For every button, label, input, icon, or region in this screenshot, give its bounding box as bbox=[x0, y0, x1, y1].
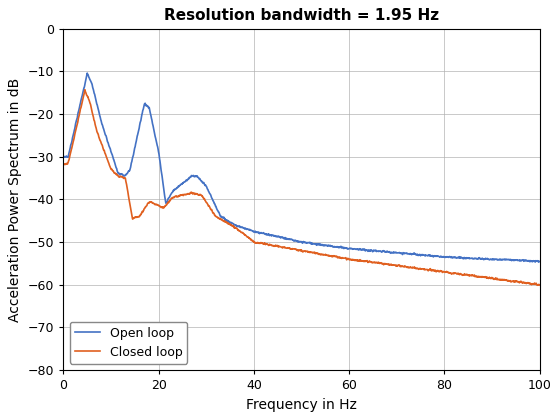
X-axis label: Frequency in Hz: Frequency in Hz bbox=[246, 398, 357, 412]
Closed loop bbox=[536, 283, 543, 288]
Open loop bbox=[532, 260, 539, 265]
Line: Closed loop: Closed loop bbox=[63, 90, 540, 285]
Open loop bbox=[84, 71, 91, 76]
Line: Open loop: Open loop bbox=[63, 73, 540, 262]
Open loop bbox=[536, 259, 543, 264]
Open loop bbox=[85, 72, 91, 77]
Title: Resolution bandwidth = 1.95 Hz: Resolution bandwidth = 1.95 Hz bbox=[164, 8, 439, 24]
Open loop bbox=[522, 258, 529, 263]
Closed loop bbox=[534, 283, 541, 288]
Closed loop bbox=[523, 281, 530, 286]
Closed loop bbox=[60, 163, 67, 168]
Open loop bbox=[60, 153, 67, 158]
Open loop bbox=[523, 258, 530, 263]
Closed loop bbox=[522, 281, 529, 286]
Closed loop bbox=[85, 94, 91, 99]
Open loop bbox=[292, 238, 298, 243]
Closed loop bbox=[435, 269, 442, 274]
Open loop bbox=[279, 235, 286, 240]
Closed loop bbox=[279, 245, 286, 250]
Legend: Open loop, Closed loop: Open loop, Closed loop bbox=[69, 322, 188, 364]
Closed loop bbox=[82, 87, 88, 92]
Open loop bbox=[435, 254, 442, 259]
Closed loop bbox=[292, 247, 298, 252]
Y-axis label: Acceleration Power Spectrum in dB: Acceleration Power Spectrum in dB bbox=[8, 77, 22, 321]
